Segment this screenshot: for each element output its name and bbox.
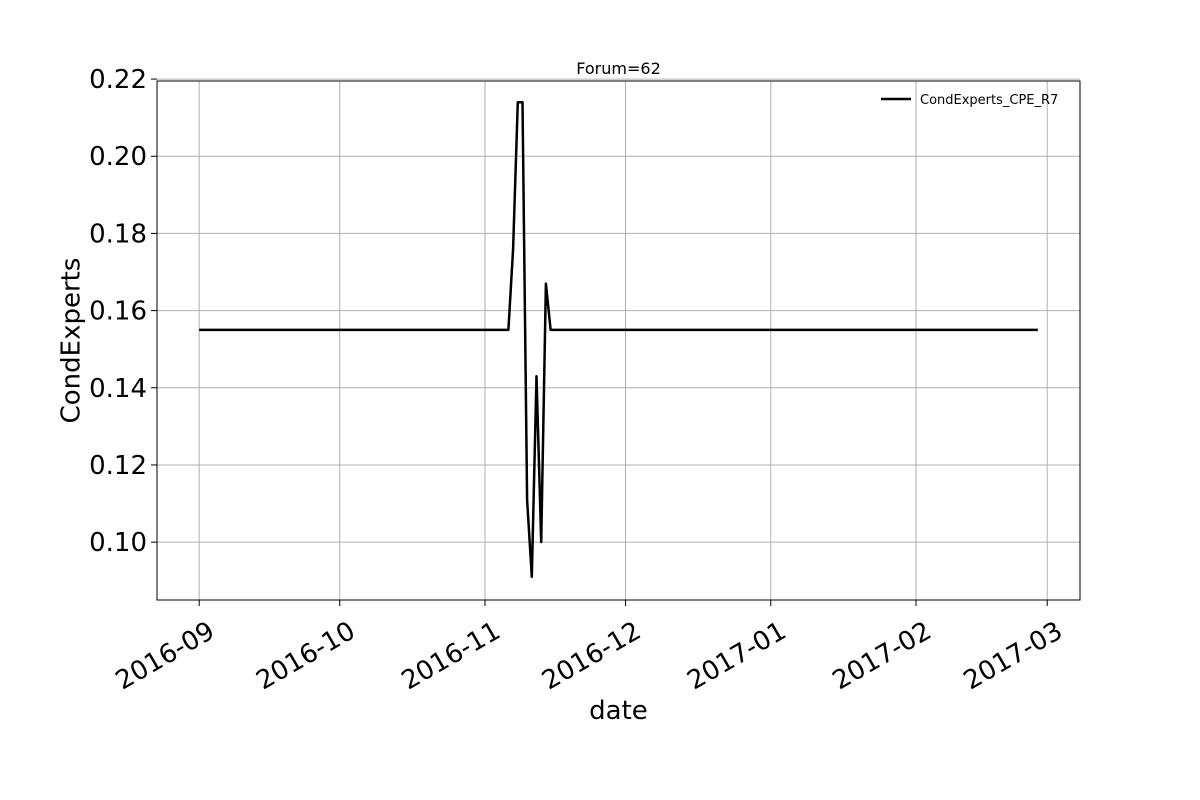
x-tick-label: 2016-09 <box>111 616 220 696</box>
x-tick-label: 2016-11 <box>397 616 506 696</box>
y-tick-label: 0.12 <box>89 451 147 481</box>
y-tick-label: 0.20 <box>89 142 147 172</box>
grid-layer <box>157 78 1080 600</box>
chart-title: Forum=62 <box>576 59 661 78</box>
series-line <box>199 100 1038 579</box>
ticks-layer: 2016-09 2016-10 2016-11 2016-12 2017-01 2017-… <box>89 65 1068 696</box>
y-tick-label: 0.16 <box>89 297 147 327</box>
legend-label: CondExperts_CPE_R7 <box>920 93 1058 108</box>
y-axis-label: CondExperts <box>57 258 87 424</box>
x-tick-label: 2017-01 <box>682 616 791 696</box>
x-axis-label: date <box>589 696 648 726</box>
x-tick-label: 2016-10 <box>251 616 360 696</box>
x-tick-label: 2017-02 <box>828 616 937 696</box>
x-tick-label: 2017-03 <box>959 616 1068 696</box>
y-tick-label: 0.10 <box>89 528 147 558</box>
y-tick-label: 0.14 <box>89 374 147 404</box>
legend: CondExperts_CPE_R7 <box>881 93 1058 108</box>
y-tick-label: 0.18 <box>89 219 147 249</box>
series-layer <box>199 100 1038 579</box>
y-tick-label: 0.22 <box>89 65 147 95</box>
plot-frame <box>156 80 1081 601</box>
x-tick-label: 2016-12 <box>537 616 646 696</box>
